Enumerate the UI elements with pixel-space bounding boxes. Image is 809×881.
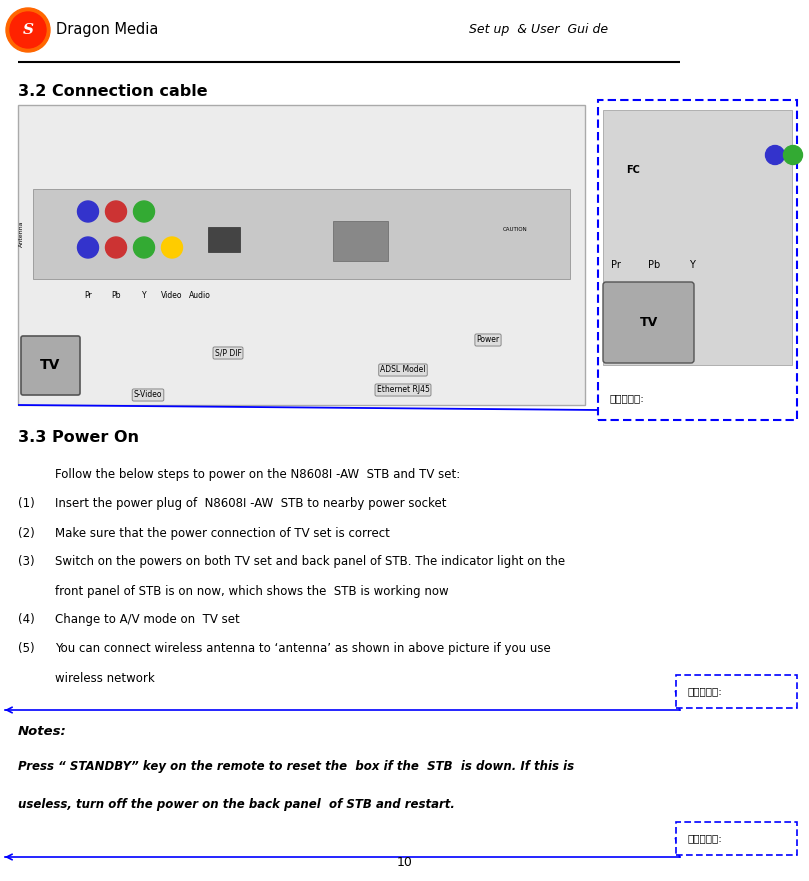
Text: Power: Power: [477, 336, 500, 344]
Text: Change to A/V mode on  TV set: Change to A/V mode on TV set: [55, 613, 239, 626]
Text: Switch on the powers on both TV set and back panel of STB. The indicator light o: Switch on the powers on both TV set and …: [55, 556, 565, 568]
Text: S: S: [23, 23, 33, 37]
Bar: [333, 221, 388, 261]
Text: ADSL Model: ADSL Model: [380, 366, 426, 374]
Text: 删除的内容:: 删除的内容:: [688, 833, 722, 843]
Circle shape: [105, 201, 126, 222]
Circle shape: [133, 201, 155, 222]
Text: (4): (4): [18, 613, 35, 626]
Text: (2): (2): [18, 527, 35, 539]
Text: Follow the below steps to power on the N8608I -AW  STB and TV set:: Follow the below steps to power on the N…: [55, 469, 460, 482]
Text: front panel of STB is on now, which shows the  STB is working now: front panel of STB is on now, which show…: [55, 584, 449, 597]
Circle shape: [6, 8, 50, 52]
Text: Notes:: Notes:: [18, 725, 67, 738]
Text: Dragon Media: Dragon Media: [56, 23, 159, 38]
Text: S/P DIF: S/P DIF: [214, 349, 241, 358]
Circle shape: [78, 237, 99, 258]
Text: (1): (1): [18, 498, 35, 510]
Text: Y: Y: [689, 260, 695, 270]
Text: Press “ STANDBY” key on the remote to reset the  box if the  STB  is down. If th: Press “ STANDBY” key on the remote to re…: [18, 760, 574, 774]
Text: Video: Video: [161, 291, 183, 300]
Bar: [33, 189, 570, 279]
Circle shape: [162, 237, 183, 258]
FancyBboxPatch shape: [603, 282, 694, 363]
Text: Make sure that the power connection of TV set is correct: Make sure that the power connection of T…: [55, 527, 390, 539]
Text: Antenna: Antenna: [19, 221, 23, 248]
Text: 删除的内容:: 删除的内容:: [688, 686, 722, 697]
Text: FC: FC: [626, 165, 640, 175]
Text: Pr: Pr: [84, 291, 92, 300]
Text: Y: Y: [142, 291, 146, 300]
Text: You can connect wireless antenna to ‘antenna’ as shown in above picture if you u: You can connect wireless antenna to ‘ant…: [55, 642, 551, 655]
Text: (5): (5): [18, 642, 35, 655]
Bar: [18, 105, 585, 405]
Text: 10: 10: [396, 856, 413, 870]
Text: S-Video: S-Video: [133, 390, 163, 399]
Circle shape: [133, 237, 155, 258]
FancyBboxPatch shape: [676, 675, 797, 708]
Text: Set up  & User  Gui de: Set up & User Gui de: [469, 24, 608, 36]
Text: useless, turn off the power on the back panel  of STB and restart.: useless, turn off the power on the back …: [18, 798, 455, 811]
Text: Ethernet RJ45: Ethernet RJ45: [376, 386, 430, 395]
Circle shape: [10, 12, 46, 48]
Text: 删除的内容:: 删除的内容:: [610, 393, 645, 403]
Bar: [603, 110, 792, 365]
FancyBboxPatch shape: [676, 822, 797, 855]
Text: 3.2 Connection cable: 3.2 Connection cable: [18, 85, 208, 100]
Text: wireless network: wireless network: [55, 671, 155, 685]
Text: TV: TV: [40, 359, 61, 373]
Circle shape: [105, 237, 126, 258]
FancyBboxPatch shape: [598, 100, 797, 420]
FancyBboxPatch shape: [21, 336, 80, 395]
Circle shape: [765, 145, 785, 165]
Text: Insert the power plug of  N8608I -AW  STB to nearby power socket: Insert the power plug of N8608I -AW STB …: [55, 498, 447, 510]
Text: 3.3 Power On: 3.3 Power On: [18, 431, 139, 446]
Text: TV: TV: [639, 316, 658, 329]
Text: Pb: Pb: [112, 291, 121, 300]
Text: Pr: Pr: [611, 260, 621, 270]
Circle shape: [783, 145, 803, 165]
Text: Pb: Pb: [648, 260, 660, 270]
Bar: [208, 227, 240, 252]
Text: CAUTION: CAUTION: [502, 227, 527, 232]
Text: Audio: Audio: [189, 291, 211, 300]
Text: (3): (3): [18, 556, 35, 568]
Circle shape: [78, 201, 99, 222]
